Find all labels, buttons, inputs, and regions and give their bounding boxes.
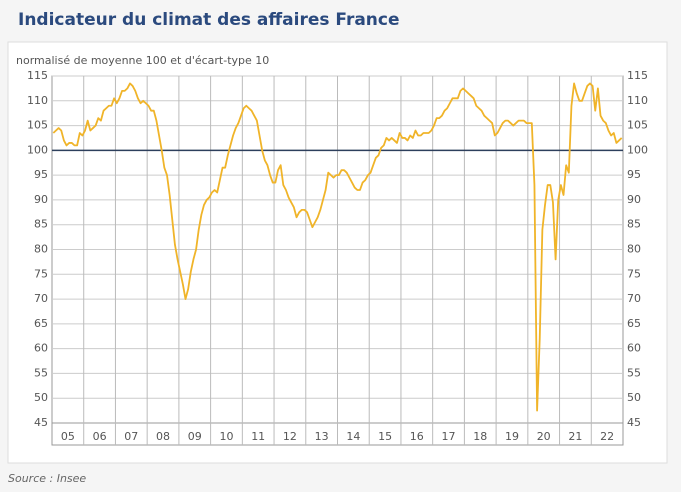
y-tick-label: 100: [27, 143, 48, 156]
y-tick-label: 75: [34, 267, 48, 280]
x-tick-label: 15: [378, 430, 392, 443]
y2-tick-label: 60: [627, 342, 641, 355]
x-tick-label: 09: [188, 430, 202, 443]
y2-tick-label: 85: [627, 218, 641, 231]
y-tick-label: 45: [34, 416, 48, 429]
y-tick-label: 50: [34, 391, 48, 404]
y2-tick-label: 90: [627, 193, 641, 206]
y-tick-label: 55: [34, 366, 48, 379]
y-tick-label: 95: [34, 168, 48, 181]
y-tick-label: 115: [27, 69, 48, 82]
source: Source : Insee: [8, 472, 86, 485]
y2-tick-label: 55: [627, 366, 641, 379]
x-tick-label: 18: [473, 430, 487, 443]
x-tick-label: 21: [568, 430, 582, 443]
x-tick-label: 12: [283, 430, 297, 443]
y2-tick-label: 110: [627, 94, 648, 107]
subtitle: normalisé de moyenne 100 et d'écart-type…: [16, 54, 269, 67]
x-tick-label: 19: [505, 430, 519, 443]
y2-tick-label: 45: [627, 416, 641, 429]
x-tick-label: 20: [537, 430, 551, 443]
y2-tick-label: 75: [627, 267, 641, 280]
y-tick-label: 85: [34, 218, 48, 231]
y2-tick-label: 95: [627, 168, 641, 181]
x-tick-label: 08: [156, 430, 170, 443]
y2-tick-label: 70: [627, 292, 641, 305]
x-tick-label: 14: [346, 430, 360, 443]
x-tick-label: 22: [600, 430, 614, 443]
chart-title: Indicateur du climat des affaires France: [18, 10, 400, 30]
x-tick-label: 17: [442, 430, 456, 443]
x-tick-label: 13: [315, 430, 329, 443]
y2-tick-label: 105: [627, 119, 648, 132]
y-tick-label: 90: [34, 193, 48, 206]
y-tick-label: 80: [34, 243, 48, 256]
y2-tick-label: 115: [627, 69, 648, 82]
x-tick-label: 06: [93, 430, 107, 443]
y2-tick-label: 80: [627, 243, 641, 256]
y2-tick-label: 50: [627, 391, 641, 404]
x-tick-label: 07: [124, 430, 138, 443]
y-tick-label: 60: [34, 342, 48, 355]
x-tick-label: 05: [61, 430, 75, 443]
y2-tick-label: 100: [627, 143, 648, 156]
y-tick-label: 110: [27, 94, 48, 107]
y-tick-label: 70: [34, 292, 48, 305]
data-line: [52, 82, 623, 412]
y-tick-label: 65: [34, 317, 48, 330]
y2-tick-label: 65: [627, 317, 641, 330]
x-tick-label: 16: [410, 430, 424, 443]
x-tick-label: 10: [219, 430, 233, 443]
x-tick-label: 11: [251, 430, 265, 443]
y-tick-label: 105: [27, 119, 48, 132]
